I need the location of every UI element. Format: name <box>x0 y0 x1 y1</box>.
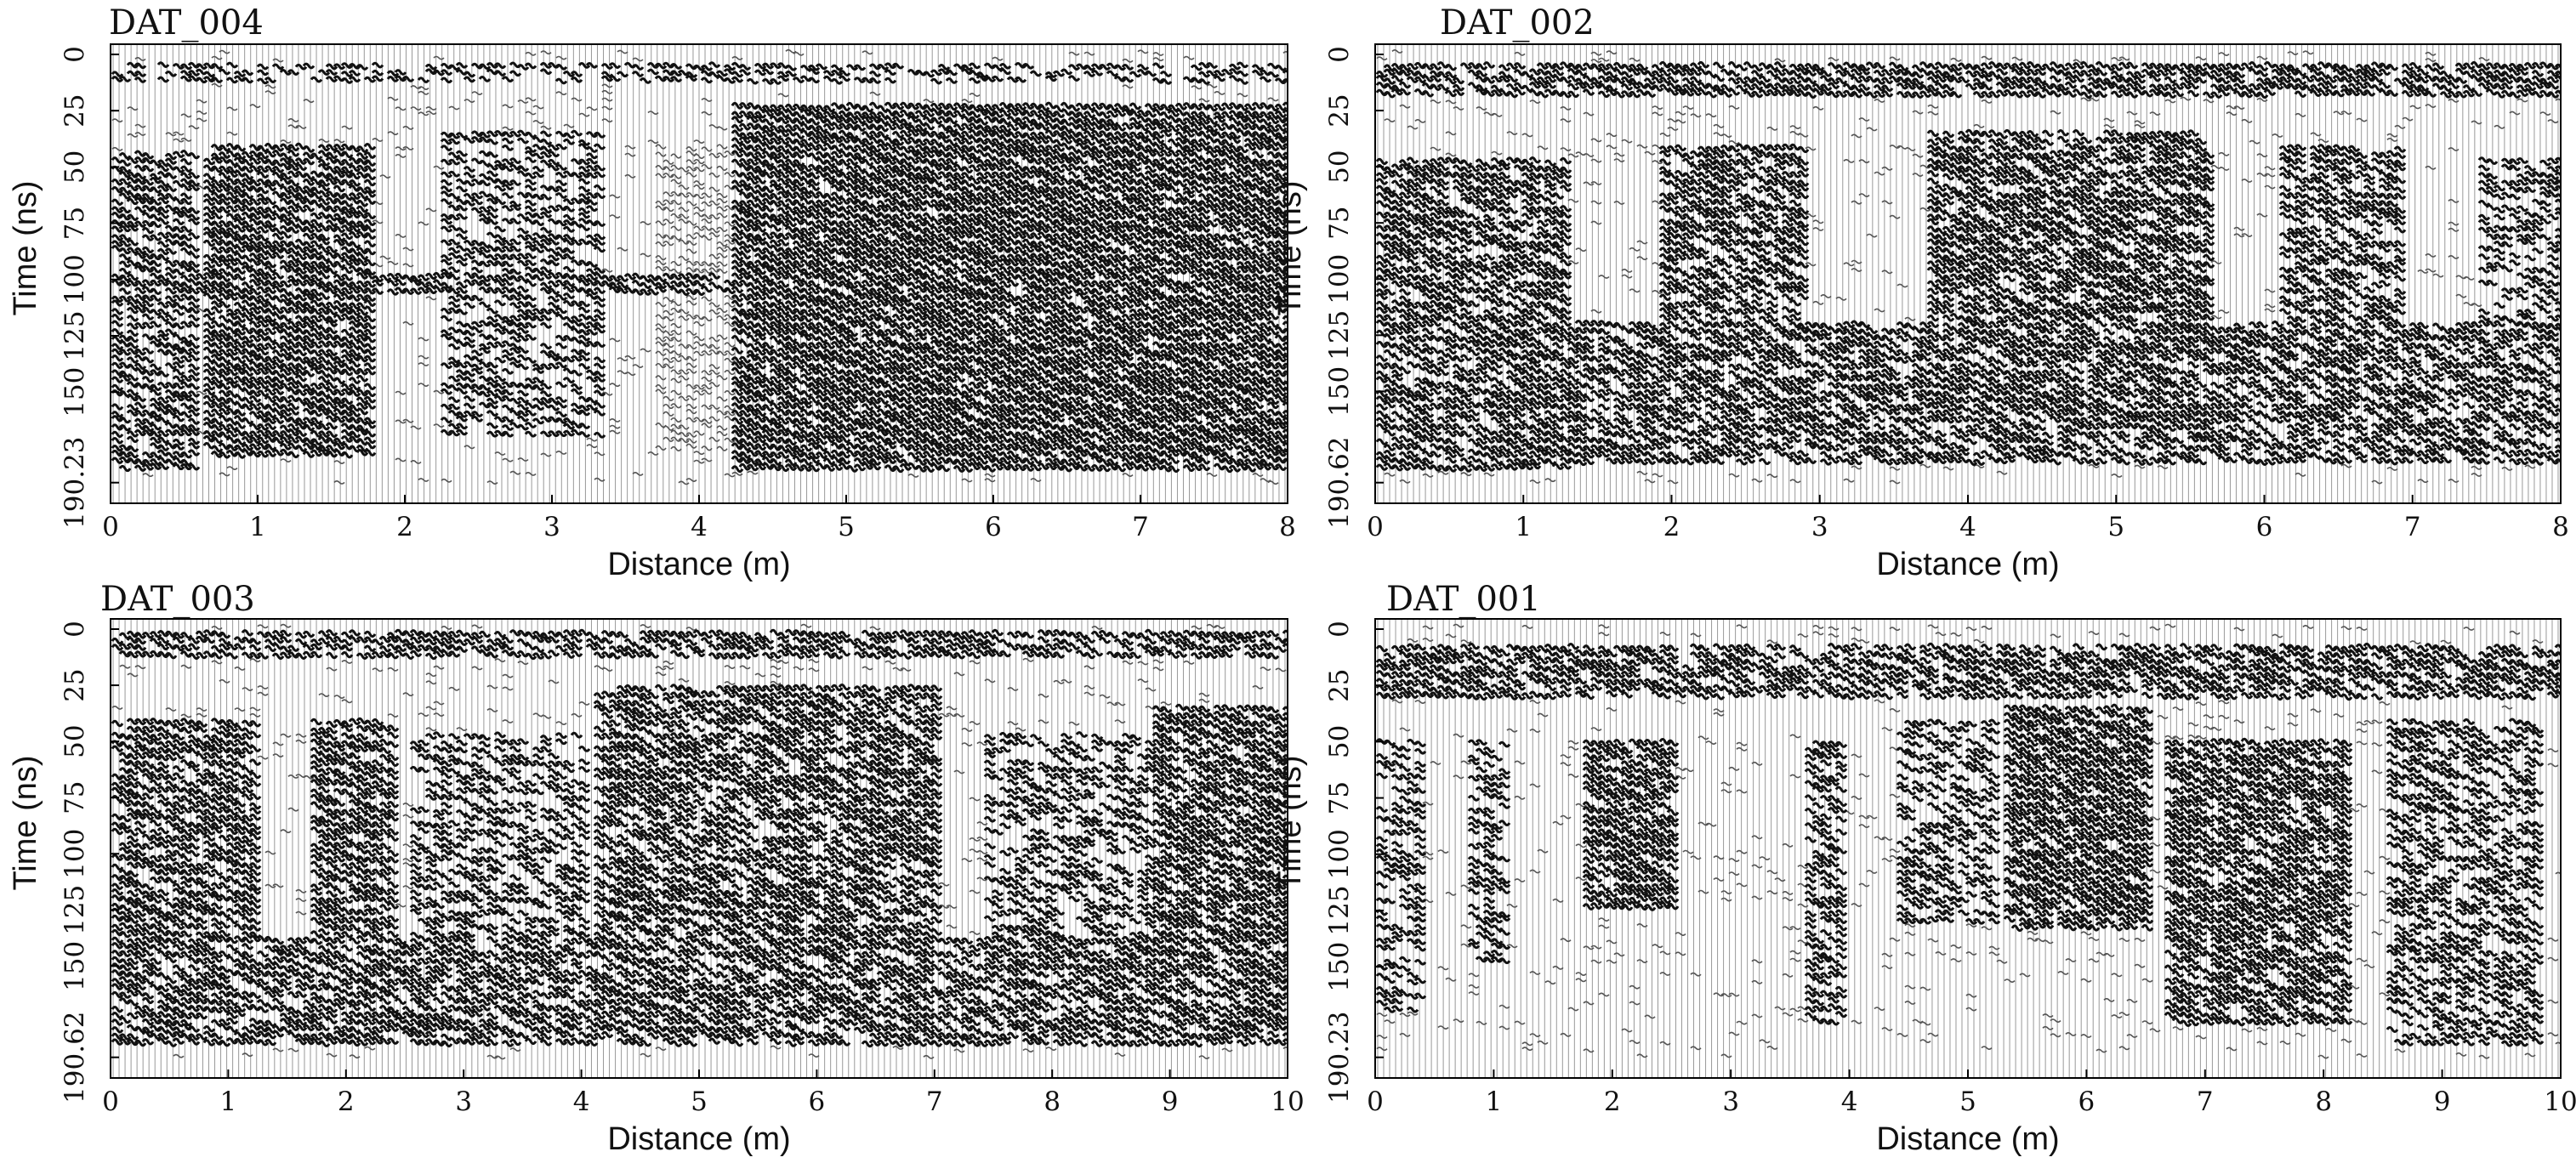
x-tick-label: 6 <box>809 1086 826 1117</box>
x-tick-label: 2 <box>338 1086 355 1117</box>
x-tick-label: 2 <box>1663 512 1680 542</box>
panel-title: DAT_003 <box>100 580 255 619</box>
x-tick-label: 1 <box>1515 512 1532 542</box>
x-tick-label: 8 <box>2552 512 2569 542</box>
x-tick-label: 6 <box>985 512 1002 542</box>
y-tick-label: 75 <box>1324 206 1355 239</box>
x-axis-label: Distance (m) <box>1876 547 2059 582</box>
x-axis-label: Distance (m) <box>607 547 790 582</box>
x-tick-label: 7 <box>1132 512 1149 542</box>
x-tick-label: 0 <box>102 512 119 542</box>
y-tick-label: 100 <box>1324 829 1355 879</box>
y-tick-label: 25 <box>1324 94 1355 127</box>
x-tick-label: 0 <box>1367 512 1384 542</box>
x-tick-label: 10 <box>2544 1086 2576 1117</box>
x-tick-label: 5 <box>838 512 855 542</box>
x-tick-label: 1 <box>249 512 266 542</box>
x-axis-label: Distance (m) <box>607 1121 790 1157</box>
panel-title: DAT_002 <box>1440 3 1595 43</box>
y-tick-label: 0 <box>1324 46 1355 63</box>
y-tick-label: 50 <box>1324 150 1355 183</box>
x-tick-label: 9 <box>1162 1086 1179 1117</box>
y-tick-label: 150 <box>60 941 90 991</box>
x-tick-label: 7 <box>2404 512 2421 542</box>
y-tick-label: 100 <box>60 829 90 879</box>
x-tick-label: 3 <box>455 1086 472 1117</box>
x-tick-label: 10 <box>1271 1086 1304 1117</box>
x-tick-label: 1 <box>1486 1086 1503 1117</box>
x-tick-label: 5 <box>691 1086 708 1117</box>
x-tick-label: 8 <box>2315 1086 2332 1117</box>
x-tick-label: 2 <box>1604 1086 1621 1117</box>
x-tick-label: 5 <box>2107 512 2124 542</box>
y-tick-label: 50 <box>1324 725 1355 758</box>
y-axis-label: Time (ns) <box>1272 755 1308 890</box>
y-tick-label: 25 <box>60 94 90 127</box>
y-tick-label: 75 <box>1324 781 1355 814</box>
y-tick-label: 0 <box>60 621 90 638</box>
y-tick-label: 190.23 <box>60 436 90 528</box>
x-tick-label: 0 <box>102 1086 119 1117</box>
y-tick-label: 25 <box>60 668 90 701</box>
x-tick-label: 4 <box>1841 1086 1858 1117</box>
x-tick-label: 4 <box>691 512 708 542</box>
x-tick-label: 7 <box>2197 1086 2214 1117</box>
y-tick-label: 190.23 <box>1324 1011 1355 1103</box>
y-tick-label: 25 <box>1324 668 1355 701</box>
x-tick-label: 9 <box>2434 1086 2451 1117</box>
x-tick-label: 4 <box>573 1086 590 1117</box>
y-tick-label: 125 <box>60 885 90 935</box>
y-tick-label: 50 <box>60 724 90 757</box>
y-tick-label: 125 <box>1324 885 1355 935</box>
y-tick-label: 150 <box>60 367 90 417</box>
panel-title: DAT_004 <box>109 3 264 43</box>
y-axis-label: Time (ns) <box>1272 180 1308 315</box>
y-tick-label: 150 <box>1324 366 1355 417</box>
y-tick-label: 125 <box>60 310 90 360</box>
y-tick-label: 190.62 <box>60 1011 90 1103</box>
x-tick-label: 2 <box>396 512 413 542</box>
y-tick-label: 0 <box>60 46 90 63</box>
y-tick-label: 50 <box>60 150 90 184</box>
x-tick-label: 4 <box>1959 512 1976 542</box>
x-tick-label: 6 <box>2078 1086 2095 1117</box>
y-axis-label: Time (ns) <box>8 180 43 315</box>
y-axis-label: Time (ns) <box>8 755 43 890</box>
y-tick-label: 190.62 <box>1324 436 1355 528</box>
y-tick-label: 100 <box>60 254 90 304</box>
x-tick-label: 6 <box>2256 512 2273 542</box>
x-tick-label: 5 <box>1959 1086 1976 1117</box>
x-tick-label: 1 <box>220 1086 237 1117</box>
x-axis-label: Distance (m) <box>1876 1121 2059 1157</box>
x-tick-label: 3 <box>1722 1086 1739 1117</box>
y-tick-label: 125 <box>1324 310 1355 360</box>
y-tick-label: 150 <box>1324 942 1355 992</box>
x-tick-label: 3 <box>543 512 560 542</box>
y-tick-label: 0 <box>1324 621 1355 638</box>
y-tick-label: 75 <box>60 780 90 814</box>
x-tick-label: 3 <box>1811 512 1828 542</box>
y-tick-label: 75 <box>60 207 90 240</box>
panel-title: DAT_001 <box>1386 580 1541 619</box>
x-tick-label: 7 <box>926 1086 943 1117</box>
x-tick-label: 8 <box>1043 1086 1061 1117</box>
x-tick-label: 8 <box>1279 512 1296 542</box>
y-tick-label: 100 <box>1324 254 1355 304</box>
x-tick-label: 0 <box>1367 1086 1384 1117</box>
